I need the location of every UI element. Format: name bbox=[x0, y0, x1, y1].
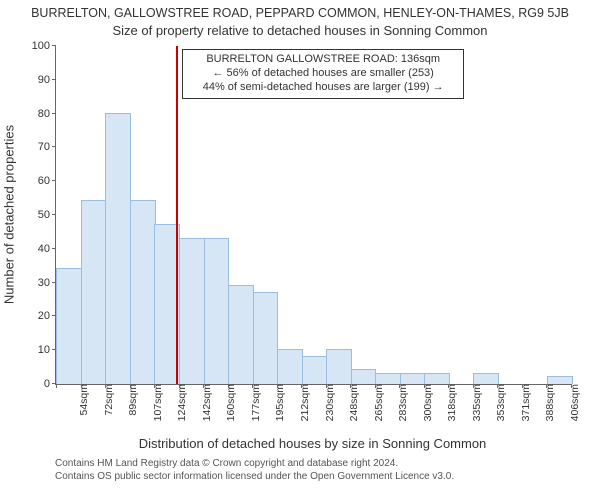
x-tick-label: 300sqm bbox=[416, 384, 434, 421]
x-tick-label: 212sqm bbox=[293, 384, 311, 421]
y-tick-label: 80 bbox=[38, 108, 56, 120]
x-tick-label: 406sqm bbox=[563, 384, 581, 421]
x-tick-label: 72sqm bbox=[97, 384, 115, 416]
histogram-bar bbox=[473, 373, 499, 384]
y-tick-label: 90 bbox=[38, 74, 56, 86]
attribution-footer: Contains HM Land Registry data © Crown c… bbox=[55, 458, 454, 483]
x-tick-label: 160sqm bbox=[219, 384, 237, 421]
histogram-bar bbox=[56, 268, 82, 384]
x-tick-label: 142sqm bbox=[195, 384, 213, 421]
histogram-bar bbox=[228, 285, 254, 384]
y-tick-label: 0 bbox=[44, 378, 56, 390]
histogram-bar bbox=[375, 373, 401, 384]
y-tick-label: 100 bbox=[32, 40, 56, 52]
x-tick-label: 371sqm bbox=[514, 384, 532, 421]
x-tick-label: 283sqm bbox=[391, 384, 409, 421]
annotation-line: ← 56% of detached houses are smaller (25… bbox=[183, 67, 463, 81]
histogram-bar bbox=[302, 356, 328, 384]
chart-subtitle: Size of property relative to detached ho… bbox=[0, 21, 600, 39]
annotation-box: BURRELTON GALLOWSTREE ROAD: 136sqm← 56% … bbox=[182, 49, 464, 98]
y-tick-label: 70 bbox=[38, 141, 56, 153]
y-tick-label: 50 bbox=[38, 209, 56, 221]
y-axis-label: Number of detached properties bbox=[2, 115, 17, 315]
histogram-bar bbox=[179, 238, 205, 384]
x-tick-label: 353sqm bbox=[489, 384, 507, 421]
y-tick-label: 40 bbox=[38, 243, 56, 255]
x-tick-label: 388sqm bbox=[538, 384, 556, 421]
histogram-bar bbox=[105, 113, 131, 384]
x-tick-label: 107sqm bbox=[146, 384, 164, 421]
histogram-bar bbox=[81, 200, 107, 384]
annotation-line: 44% of semi-detached houses are larger (… bbox=[183, 81, 463, 95]
y-tick-label: 10 bbox=[38, 344, 56, 356]
histogram-bar bbox=[547, 376, 573, 384]
footer-line1: Contains HM Land Registry data © Crown c… bbox=[55, 458, 454, 471]
y-tick-label: 60 bbox=[38, 175, 56, 187]
y-tick-label: 20 bbox=[38, 310, 56, 322]
footer-line2: Contains OS public sector information li… bbox=[55, 471, 454, 484]
property-marker-line bbox=[176, 46, 178, 384]
histogram-bar bbox=[130, 200, 156, 384]
histogram-bar bbox=[351, 369, 377, 384]
y-tick-label: 30 bbox=[38, 277, 56, 289]
annotation-line: BURRELTON GALLOWSTREE ROAD: 136sqm bbox=[183, 53, 463, 67]
x-tick-label: 177sqm bbox=[244, 384, 262, 421]
histogram-bar bbox=[253, 292, 279, 384]
x-tick-label: 335sqm bbox=[465, 384, 483, 421]
histogram-bar bbox=[277, 349, 303, 384]
x-tick-label: 89sqm bbox=[121, 384, 139, 416]
x-tick-label: 124sqm bbox=[170, 384, 188, 421]
x-tick-label: 318sqm bbox=[440, 384, 458, 421]
histogram-bar bbox=[400, 373, 426, 384]
histogram-bar bbox=[326, 349, 352, 384]
histogram-plot: 010203040506070809010054sqm72sqm89sqm107… bbox=[55, 46, 571, 385]
x-tick-label: 265sqm bbox=[367, 384, 385, 421]
address-header: BURRELTON, GALLOWSTREE ROAD, PEPPARD COM… bbox=[0, 0, 600, 21]
histogram-bar bbox=[424, 373, 450, 384]
x-tick-label: 54sqm bbox=[72, 384, 90, 416]
x-tick-label: 195sqm bbox=[268, 384, 286, 421]
x-tick-label: 248sqm bbox=[342, 384, 360, 421]
x-axis-label: Distribution of detached houses by size … bbox=[55, 436, 570, 451]
histogram-bar bbox=[204, 238, 230, 384]
x-tick-label: 230sqm bbox=[318, 384, 336, 421]
